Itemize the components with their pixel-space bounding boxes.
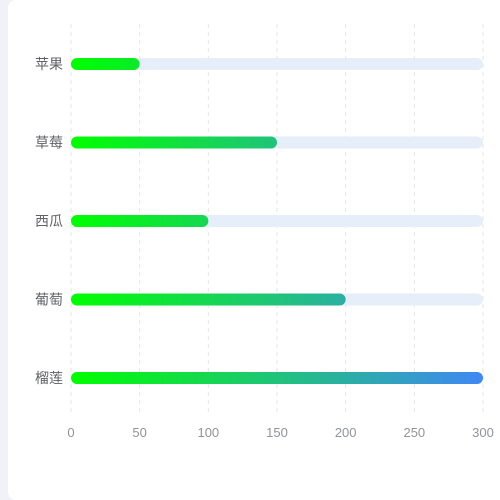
category-label: 苹果 bbox=[35, 57, 63, 73]
x-axis-ticks: 0 50 100 150 200 250 300 bbox=[67, 425, 493, 440]
bar bbox=[71, 293, 346, 306]
category-label: 西瓜 bbox=[35, 214, 63, 230]
bar bbox=[71, 58, 140, 70]
bar bbox=[71, 215, 209, 227]
x-tick-label: 150 bbox=[266, 425, 288, 440]
bar-track bbox=[71, 58, 483, 70]
x-tick-label: 300 bbox=[472, 425, 494, 440]
x-tick-label: 0 bbox=[67, 425, 74, 440]
bar bbox=[71, 136, 277, 149]
x-tick-label: 250 bbox=[403, 425, 425, 440]
category-label: 草莓 bbox=[35, 136, 63, 152]
x-tick-label: 100 bbox=[197, 425, 219, 440]
x-tick-label: 50 bbox=[132, 425, 146, 440]
chart-card bbox=[8, 0, 500, 500]
bars bbox=[71, 58, 483, 384]
bar bbox=[71, 372, 483, 384]
category-label: 葡萄 bbox=[35, 293, 63, 309]
x-tick-label: 200 bbox=[335, 425, 357, 440]
category-label: 榴莲 bbox=[35, 371, 63, 387]
